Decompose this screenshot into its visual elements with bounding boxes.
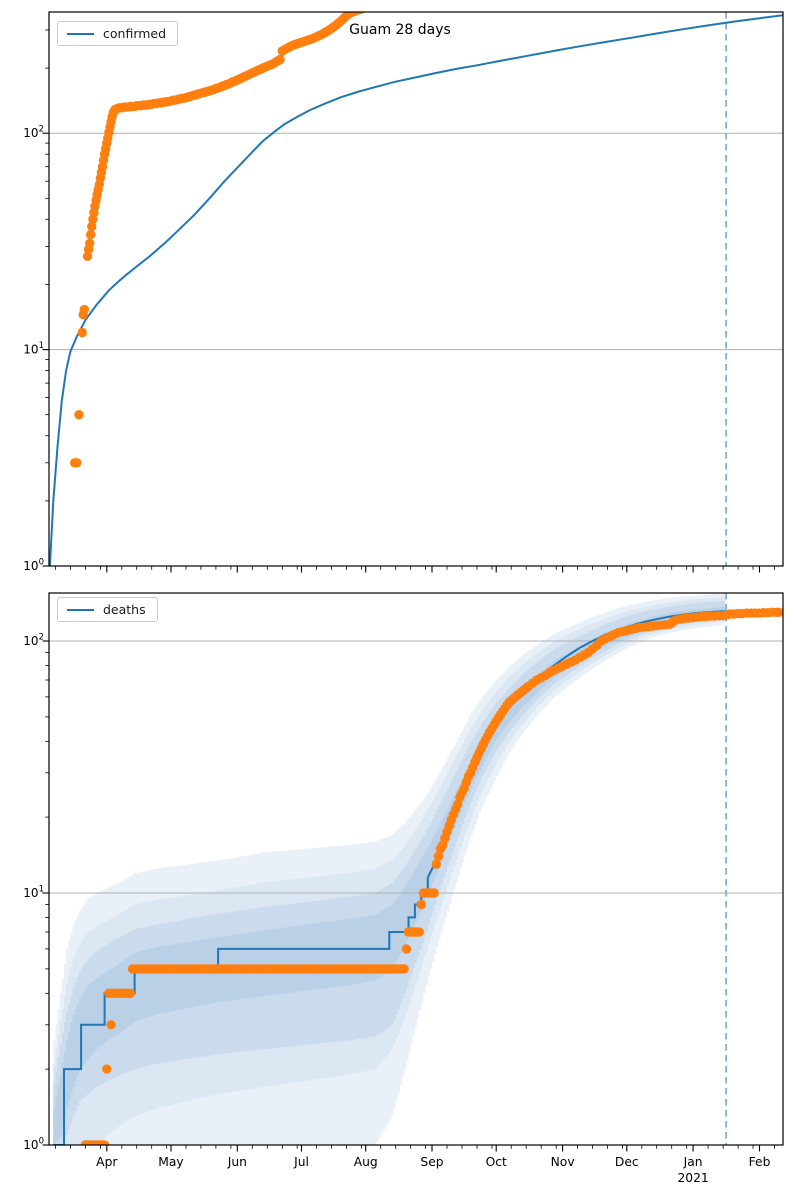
y-tick-label: 102 (23, 125, 44, 141)
x-tick-label: Oct (486, 1155, 507, 1169)
data-points (80, 607, 783, 1145)
axes-frame (48, 592, 784, 1146)
legend-confirmed: confirmed (57, 21, 179, 46)
deaths-chart-canvas: 100 101 102 Apr May Jun Jul Aug Sep Oct Nov Dec Jan F… (23, 592, 784, 1185)
y-tick-label: 100 (23, 1137, 44, 1153)
x-axis (55, 566, 775, 573)
y-tick-label: 100 (23, 558, 44, 574)
x-tick-label: Aug (354, 1155, 378, 1169)
data-points (70, 12, 368, 468)
x-tick-label: Jun (227, 1155, 247, 1169)
x-tick-label: Feb (749, 1155, 771, 1169)
fit-line (49, 14, 783, 566)
confirmed-chart-canvas: 100 101 102 (23, 11, 784, 574)
legend-label-confirmed: confirmed (103, 26, 167, 41)
x-tick-label: May (158, 1155, 183, 1169)
x-tick-label: Dec (615, 1155, 639, 1169)
x-tick-label: Nov (551, 1155, 575, 1169)
y-tick-label: 101 (23, 341, 44, 357)
x-axis-year-label: 2021 (677, 1171, 708, 1185)
y-tick-label: 101 (23, 885, 44, 901)
y-tick-label: 102 (23, 633, 44, 649)
legend-line-sample-deaths (67, 608, 94, 611)
y-axis: 100 101 102 (23, 633, 49, 1153)
x-tick-label: Apr (96, 1155, 118, 1169)
confidence-bands (53, 593, 726, 1145)
x-tick-label: Jan (683, 1155, 703, 1169)
legend-label-deaths: deaths (103, 602, 146, 617)
x-tick-label: Jul (293, 1155, 309, 1169)
gridlines (49, 640, 783, 894)
chart-title: Guam 28 days (349, 22, 451, 38)
x-tick-label: Sep (420, 1155, 443, 1169)
x-axis: Apr May Jun Jul Aug Sep Oct Nov Dec Jan Feb 2021 (55, 1145, 775, 1185)
y-axis: 100 101 102 (23, 29, 49, 574)
legend-line-sample-confirmed (67, 32, 94, 35)
gridlines (49, 132, 783, 351)
band-2 (53, 601, 726, 1145)
axes-frame (48, 11, 784, 567)
legend-deaths: deaths (57, 597, 158, 622)
